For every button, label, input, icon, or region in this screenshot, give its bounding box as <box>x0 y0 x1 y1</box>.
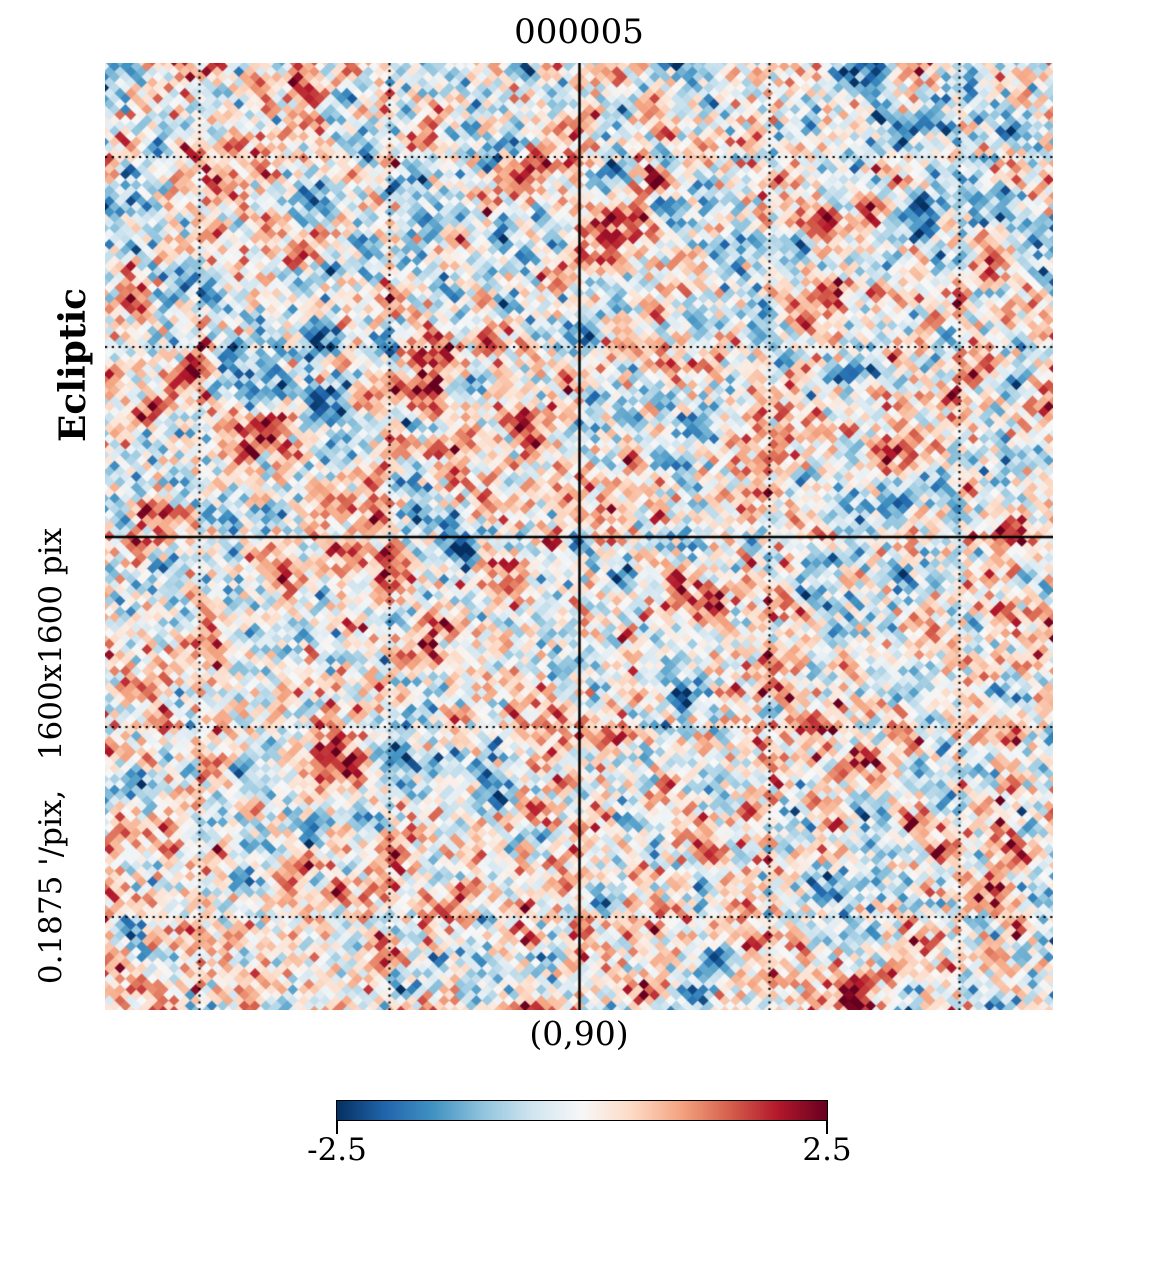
colorbar-tick-max <box>826 1121 828 1134</box>
resolution-label: 0.1875 '/pix, 1600x1600 pix <box>33 527 69 985</box>
colorbar-tick-min <box>336 1121 338 1134</box>
figure-title: 000005 <box>514 12 644 52</box>
colorbar <box>336 1100 828 1121</box>
colorbar-gradient <box>337 1101 827 1120</box>
colorbar-label-max: 2.5 <box>802 1132 852 1168</box>
colorbar-label-min: -2.5 <box>307 1132 367 1168</box>
center-coordinates-label: (0,90) <box>529 1014 629 1053</box>
sky-map-canvas <box>105 63 1053 1010</box>
coordinate-system-label: Ecliptic <box>52 287 94 443</box>
